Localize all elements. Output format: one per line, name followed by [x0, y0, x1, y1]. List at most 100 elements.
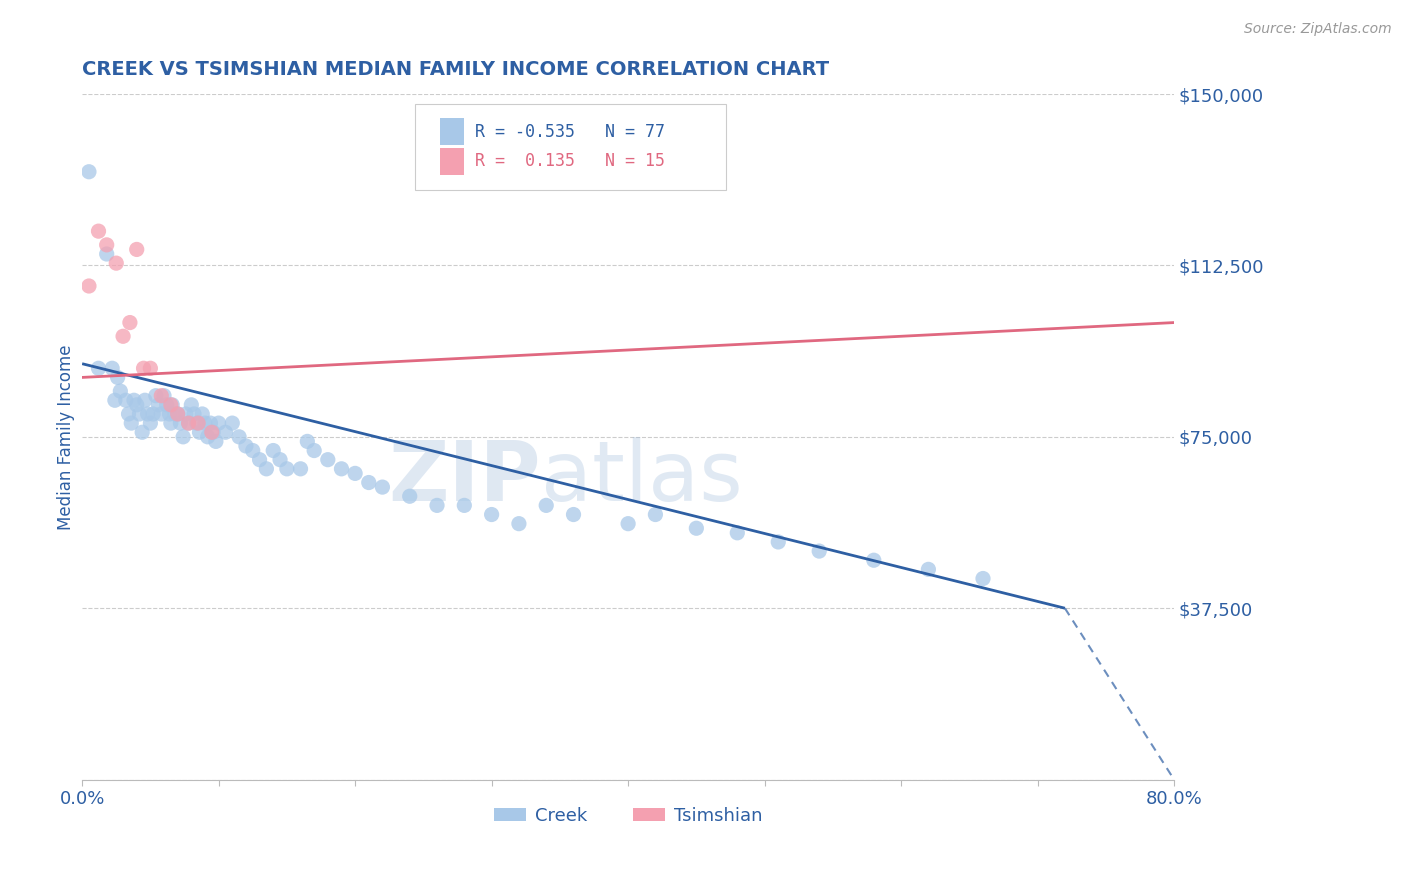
Point: [249, 452, 271, 467]
Point: [125, 398, 148, 412]
Point: [150, 407, 173, 421]
Point: [242, 443, 264, 458]
FancyBboxPatch shape: [440, 118, 464, 145]
Point: [398, 489, 420, 503]
Point: [917, 562, 939, 576]
Text: R =  0.135   N = 15: R = 0.135 N = 15: [475, 153, 665, 170]
Point: [725, 525, 748, 540]
Point: [96, 238, 118, 252]
Point: [118, 316, 141, 330]
Point: [166, 407, 188, 421]
Point: [453, 499, 475, 513]
Point: [134, 393, 156, 408]
Point: [110, 384, 132, 398]
Text: Source: ZipAtlas.com: Source: ZipAtlas.com: [1244, 22, 1392, 37]
Point: [77, 279, 100, 293]
Point: [316, 452, 339, 467]
Point: [104, 393, 127, 408]
Text: CREEK VS TSIMSHIAN MEDIAN FAMILY INCOME CORRELATION CHART: CREEK VS TSIMSHIAN MEDIAN FAMILY INCOME …: [82, 60, 830, 78]
Point: [644, 508, 666, 522]
Point: [269, 452, 291, 467]
Point: [214, 425, 236, 440]
Point: [228, 430, 250, 444]
Point: [77, 165, 100, 179]
Text: R = -0.535   N = 77: R = -0.535 N = 77: [475, 123, 665, 141]
Point: [160, 416, 183, 430]
Y-axis label: Median Family Income: Median Family Income: [58, 344, 75, 530]
Point: [617, 516, 640, 531]
Point: [508, 516, 530, 531]
Point: [685, 521, 707, 535]
Point: [125, 243, 148, 257]
Point: [117, 407, 139, 421]
Point: [120, 416, 142, 430]
Point: [262, 443, 284, 458]
Point: [131, 425, 153, 440]
Point: [87, 224, 110, 238]
Point: [150, 389, 173, 403]
Point: [426, 499, 449, 513]
Point: [191, 407, 214, 421]
Point: [160, 398, 183, 412]
Point: [297, 434, 319, 449]
FancyBboxPatch shape: [415, 104, 727, 190]
Point: [101, 361, 124, 376]
Point: [808, 544, 831, 558]
Point: [205, 434, 228, 449]
Point: [139, 416, 162, 430]
Point: [159, 407, 181, 421]
Point: [136, 407, 159, 421]
Point: [202, 425, 225, 440]
Point: [207, 416, 229, 430]
Legend: Creek, Tsimshian: Creek, Tsimshian: [486, 800, 770, 832]
Point: [180, 398, 202, 412]
Text: ZIP: ZIP: [388, 437, 541, 518]
Point: [371, 480, 394, 494]
Text: atlas: atlas: [541, 437, 742, 518]
Point: [169, 416, 191, 430]
Point: [160, 398, 183, 412]
Point: [153, 389, 176, 403]
Point: [122, 393, 145, 408]
Point: [156, 398, 179, 412]
Point: [163, 407, 186, 421]
Point: [481, 508, 503, 522]
Point: [197, 430, 219, 444]
Point: [187, 416, 209, 430]
Point: [276, 462, 298, 476]
Point: [142, 407, 165, 421]
Point: [972, 572, 994, 586]
Point: [562, 508, 585, 522]
Point: [302, 443, 325, 458]
FancyBboxPatch shape: [440, 147, 464, 175]
Point: [139, 361, 162, 376]
Point: [114, 393, 136, 408]
Point: [188, 425, 211, 440]
Point: [128, 407, 150, 421]
Point: [221, 416, 243, 430]
Point: [235, 439, 257, 453]
Point: [186, 416, 208, 430]
Point: [183, 407, 205, 421]
Point: [105, 256, 128, 270]
Point: [200, 416, 222, 430]
Point: [177, 416, 200, 430]
Point: [145, 389, 167, 403]
Point: [290, 462, 312, 476]
Point: [344, 467, 367, 481]
Point: [862, 553, 884, 567]
Point: [194, 416, 217, 430]
Point: [107, 370, 129, 384]
Point: [172, 430, 194, 444]
Point: [534, 499, 557, 513]
Point: [201, 425, 224, 440]
Point: [357, 475, 380, 490]
Point: [174, 407, 197, 421]
Point: [177, 416, 200, 430]
Point: [112, 329, 135, 343]
Point: [96, 247, 118, 261]
Point: [87, 361, 110, 376]
Point: [768, 535, 790, 549]
Point: [330, 462, 353, 476]
Point: [148, 398, 170, 412]
